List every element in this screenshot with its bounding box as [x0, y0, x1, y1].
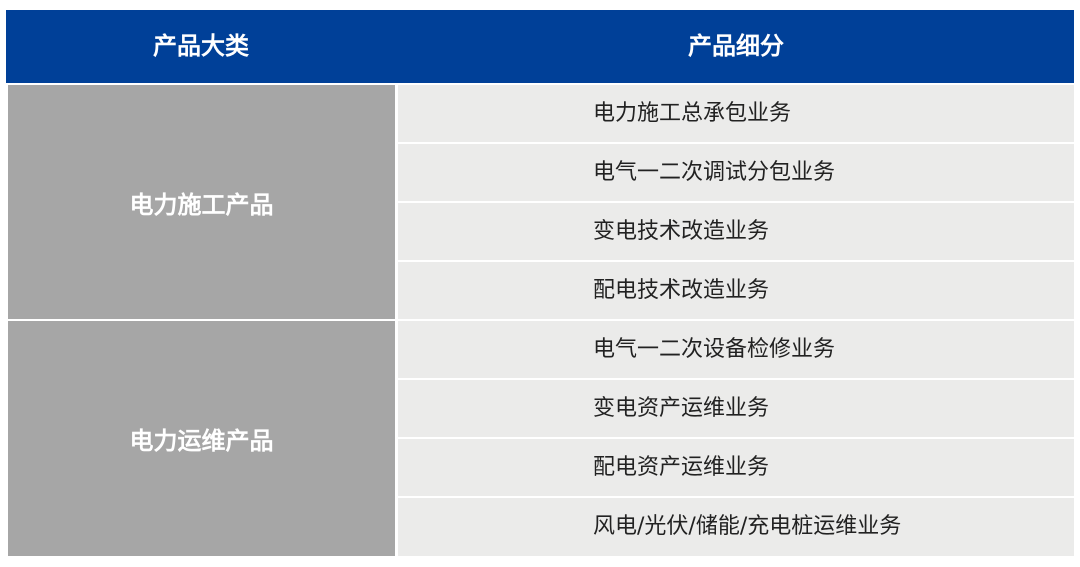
subcategory-text: 变电技术改造业务: [593, 219, 770, 244]
table-header: 产品大类 产品细分: [6, 10, 1074, 83]
subcategory-text: 电力施工总承包业务: [593, 101, 792, 126]
table-row: 电气一二次设备检修业务: [398, 321, 1074, 378]
table-row: 变电资产运维业务: [398, 380, 1074, 437]
table-row: 配电资产运维业务: [398, 439, 1074, 496]
category-cell: 电力运维产品: [8, 321, 395, 556]
subcategory-text: 风电/光伏/储能/充电桩运维业务: [593, 514, 902, 539]
table-row: 变电技术改造业务: [398, 203, 1074, 260]
header-product-subcategory: 产品细分: [688, 32, 784, 60]
header-product-category: 产品大类: [153, 32, 249, 60]
subcategory-text: 配电资产运维业务: [593, 455, 770, 480]
table-row: 电气一二次调试分包业务: [398, 144, 1074, 201]
table-row: 电力施工总承包业务: [398, 85, 1074, 142]
table-row: 风电/光伏/储能/充电桩运维业务: [398, 498, 1074, 556]
category-cell: 电力施工产品: [8, 85, 395, 319]
subcategory-text: 电气一二次调试分包业务: [593, 160, 836, 185]
table-row: 配电技术改造业务: [398, 262, 1074, 319]
subcategory-text: 配电技术改造业务: [593, 278, 770, 303]
subcategory-text: 电气一二次设备检修业务: [593, 337, 836, 362]
subcategory-text: 变电资产运维业务: [593, 396, 770, 421]
